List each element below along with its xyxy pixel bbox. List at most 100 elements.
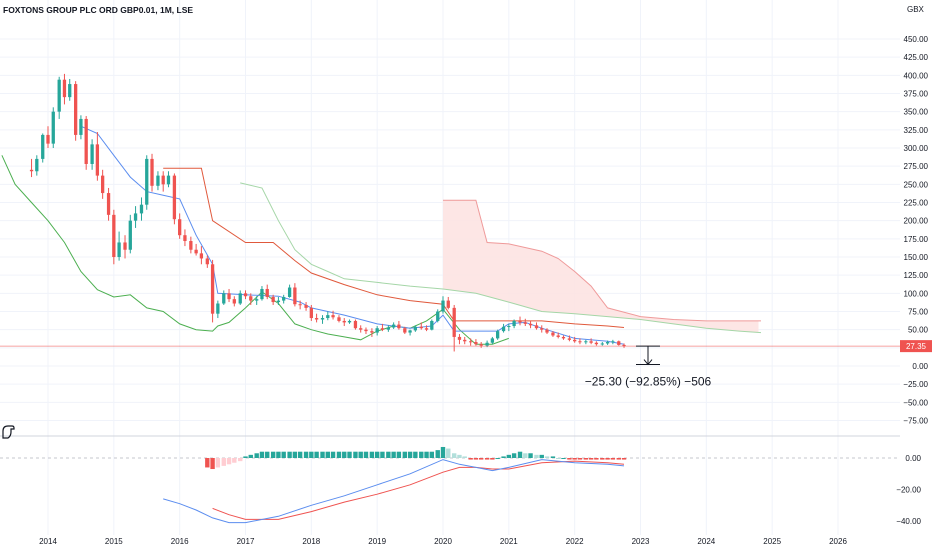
candle-body[interactable]: [35, 158, 39, 172]
candle-body[interactable]: [133, 213, 138, 221]
candle-body[interactable]: [589, 341, 593, 343]
candle-body[interactable]: [594, 342, 599, 345]
candle-body[interactable]: [238, 293, 242, 304]
candle-body[interactable]: [276, 300, 281, 303]
candle-body[interactable]: [512, 320, 516, 327]
candle-body[interactable]: [123, 242, 127, 250]
candle-body[interactable]: [452, 307, 456, 337]
candle-body[interactable]: [260, 288, 264, 300]
candle-body[interactable]: [326, 315, 330, 319]
candle-body[interactable]: [79, 118, 83, 135]
candlesticks[interactable]: [29, 73, 626, 352]
candle-body[interactable]: [145, 158, 149, 205]
candle-body[interactable]: [556, 335, 560, 337]
candle-body[interactable]: [600, 343, 604, 345]
candle-body[interactable]: [282, 296, 286, 301]
candle-body[interactable]: [139, 204, 144, 214]
candle-body[interactable]: [57, 79, 61, 112]
candle-body[interactable]: [51, 111, 55, 144]
candle-body[interactable]: [95, 144, 100, 176]
dinosaur-icon[interactable]: [2, 425, 15, 439]
candle-body[interactable]: [74, 84, 78, 135]
candle-body[interactable]: [397, 324, 401, 329]
candle-body[interactable]: [166, 175, 171, 185]
candle-body[interactable]: [463, 339, 467, 342]
candle-body[interactable]: [528, 323, 533, 326]
candle-body[interactable]: [386, 327, 391, 330]
candle-body[interactable]: [150, 158, 154, 186]
candle-body[interactable]: [501, 326, 506, 332]
candle-body[interactable]: [523, 322, 527, 324]
candle-body[interactable]: [68, 84, 72, 98]
candle-body[interactable]: [249, 296, 253, 301]
candle-body[interactable]: [391, 324, 396, 328]
candle-body[interactable]: [314, 318, 319, 320]
candle-body[interactable]: [359, 328, 363, 330]
candle-body[interactable]: [265, 288, 269, 297]
measure-tool[interactable]: −25.30 (−92.85%) −506: [585, 345, 712, 389]
candle-body[interactable]: [507, 326, 511, 328]
candle-body[interactable]: [304, 304, 308, 308]
candle-body[interactable]: [156, 175, 160, 186]
candle-body[interactable]: [298, 304, 302, 306]
candle-body[interactable]: [320, 318, 325, 320]
candle-body[interactable]: [337, 317, 341, 321]
candle-body[interactable]: [347, 320, 352, 323]
candle-body[interactable]: [41, 134, 45, 159]
candle-body[interactable]: [578, 341, 582, 343]
candle-body[interactable]: [518, 320, 522, 323]
candle-body[interactable]: [271, 296, 275, 303]
candle-body[interactable]: [112, 214, 116, 257]
candle-body[interactable]: [605, 342, 610, 344]
candle-body[interactable]: [161, 175, 165, 185]
candle-body[interactable]: [128, 220, 132, 250]
candle-body[interactable]: [622, 344, 626, 347]
candle-body[interactable]: [561, 336, 566, 339]
candle-body[interactable]: [567, 338, 572, 340]
candle-body[interactable]: [545, 329, 549, 333]
candle-body[interactable]: [232, 299, 236, 304]
candle-body[interactable]: [100, 175, 105, 194]
candle-body[interactable]: [210, 264, 215, 314]
candle-body[interactable]: [584, 341, 588, 343]
candle-body[interactable]: [255, 299, 259, 301]
candle-body[interactable]: [216, 303, 220, 314]
candle-body[interactable]: [403, 328, 407, 333]
time-axis[interactable]: 2014 2015 2016 2017 2018 2019 2020 2021 2022 2023…: [39, 537, 847, 546]
candle-body[interactable]: [178, 219, 182, 236]
candle-body[interactable]: [408, 330, 412, 333]
candle-body[interactable]: [364, 329, 368, 332]
candle-body[interactable]: [424, 328, 429, 330]
candle-body[interactable]: [293, 287, 297, 305]
candle-body[interactable]: [199, 253, 204, 259]
candle-body[interactable]: [469, 341, 473, 343]
candle-body[interactable]: [205, 258, 209, 265]
candle-body[interactable]: [29, 169, 34, 172]
candle-body[interactable]: [353, 320, 358, 329]
candle-body[interactable]: [243, 293, 248, 297]
candle-body[interactable]: [342, 320, 346, 323]
candle-body[interactable]: [446, 300, 450, 308]
candle-body[interactable]: [117, 242, 121, 257]
candle-body[interactable]: [436, 311, 440, 321]
candle-body[interactable]: [457, 336, 462, 340]
candle-body[interactable]: [183, 235, 187, 242]
candle-body[interactable]: [46, 134, 50, 144]
candle-body[interactable]: [375, 328, 379, 333]
price-axis[interactable]: [900, 0, 932, 550]
candle-body[interactable]: [90, 144, 94, 164]
candle-body[interactable]: [419, 326, 423, 329]
candle-body[interactable]: [611, 341, 615, 343]
candle-body[interactable]: [551, 332, 555, 336]
candle-body[interactable]: [490, 338, 495, 343]
candle-body[interactable]: [227, 293, 231, 300]
candle-body[interactable]: [309, 307, 313, 319]
candle-body[interactable]: [222, 293, 226, 304]
candle-body[interactable]: [479, 344, 483, 346]
candle-body[interactable]: [62, 79, 67, 98]
candle-body[interactable]: [430, 320, 434, 330]
candle-body[interactable]: [413, 326, 417, 331]
candle-body[interactable]: [441, 300, 445, 312]
candle-body[interactable]: [194, 249, 198, 254]
